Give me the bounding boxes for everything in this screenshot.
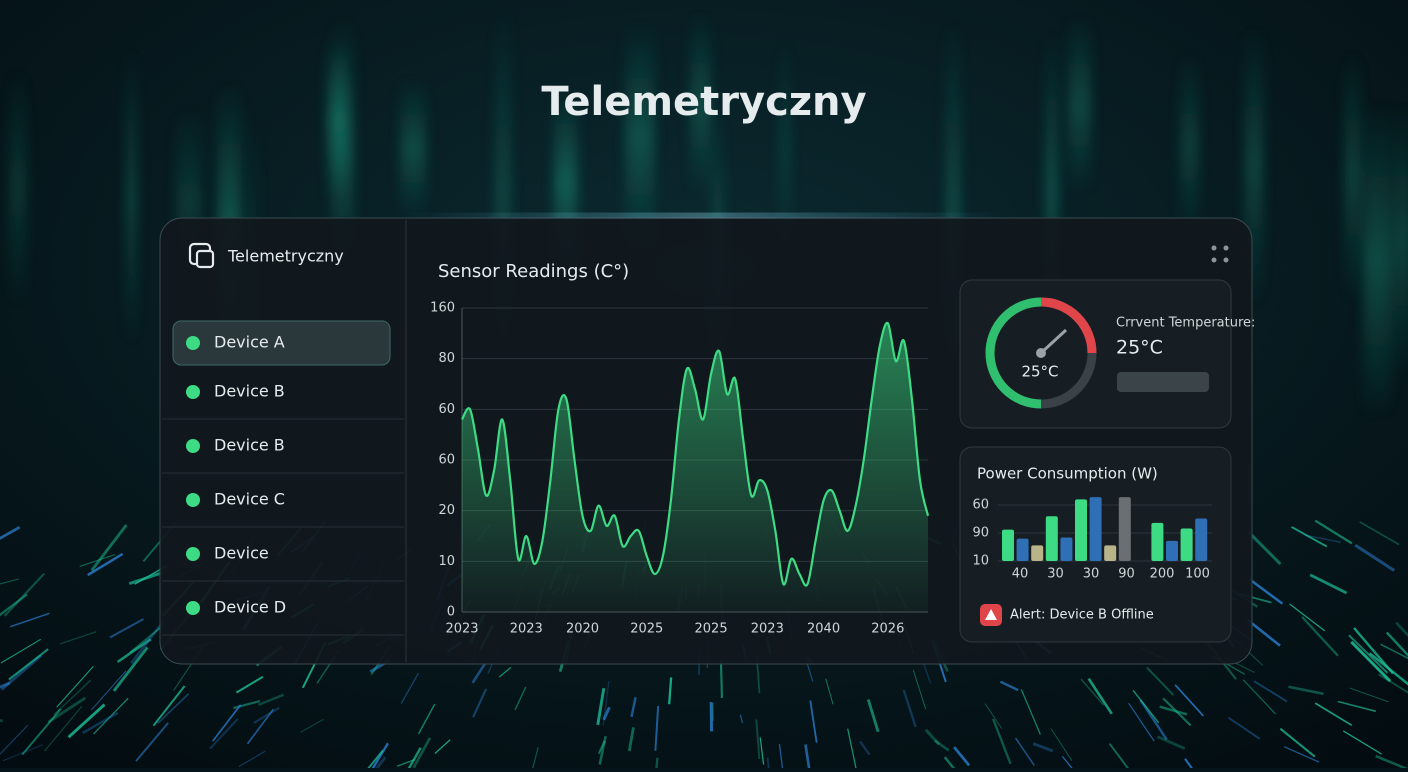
alert-text[interactable]: Alert: Device B Offline [1010, 608, 1154, 623]
device-name[interactable]: Device B [214, 436, 285, 455]
gauge-bar [1117, 372, 1209, 392]
glow-bar [1345, 53, 1360, 302]
device-status [186, 439, 200, 453]
glow-bar [400, 79, 425, 219]
bar [1002, 530, 1014, 561]
x-tick-label: 2025 [695, 622, 728, 637]
bar [1151, 523, 1163, 561]
bar [1104, 545, 1116, 561]
bar [1017, 539, 1029, 561]
x-tick-label: 2026 [871, 622, 904, 637]
x-tick-label: 30 [1083, 567, 1100, 582]
glow-bar [327, 40, 347, 200]
glow-bar [1363, 103, 1391, 417]
x-tick-label: 2025 [630, 622, 663, 637]
glow-bar [1395, 105, 1408, 378]
bar [1181, 529, 1193, 561]
bar [1046, 516, 1058, 561]
brand-name: Telemetryczny [227, 247, 344, 266]
x-tick-label: 2020 [566, 622, 599, 637]
bar [1166, 541, 1178, 561]
device-name[interactable]: Device A [214, 333, 285, 352]
x-tick-label: 40 [1012, 567, 1029, 582]
streak [713, 703, 714, 721]
x-tick-label: 100 [1185, 567, 1210, 582]
streak [721, 661, 722, 698]
panel-glow [400, 213, 1008, 218]
device-status [186, 493, 200, 507]
y-tick-label: 60 [972, 498, 989, 513]
device-name[interactable]: Device B [214, 382, 285, 401]
gauge-caption: Crrvent Temperature: [1116, 316, 1255, 331]
bar-chart-title: Power Consumption (W) [977, 465, 1158, 483]
x-tick-label: 30 [1047, 567, 1064, 582]
x-tick-label: 2023 [445, 622, 478, 637]
device-name[interactable]: Device D [214, 598, 286, 617]
glow-bar [1069, 16, 1091, 194]
x-tick-label: 2023 [751, 622, 784, 637]
y-tick-label: 10 [438, 554, 455, 569]
y-tick-label: 160 [430, 301, 455, 316]
x-tick-label: 2040 [807, 622, 840, 637]
page-title: Telemetryczny [541, 79, 866, 125]
y-tick-label: 60 [438, 402, 455, 417]
line-chart-title: Sensor Readings (C°) [438, 261, 629, 282]
x-tick-label: 200 [1150, 567, 1175, 582]
x-tick-label: 90 [1118, 567, 1135, 582]
y-tick-label: 80 [438, 351, 455, 366]
gauge-value: 25°C [1021, 363, 1058, 381]
glow-bar [1181, 53, 1199, 242]
device-status [186, 336, 200, 350]
device-name[interactable]: Device [214, 544, 269, 563]
bar [1075, 499, 1087, 561]
bar [1119, 497, 1131, 561]
bar [1031, 545, 1043, 561]
y-tick-label: 90 [972, 526, 989, 541]
y-tick-label: 0 [447, 605, 455, 620]
bar [1060, 537, 1072, 561]
device-status [186, 385, 200, 399]
gauge-reading: 25°C [1116, 337, 1163, 359]
device-status [186, 601, 200, 615]
bar [1195, 518, 1207, 561]
y-tick-label: 60 [438, 453, 455, 468]
glow-bar [10, 70, 26, 305]
bar [1090, 497, 1102, 561]
glow-bar [127, 49, 136, 346]
device-status [186, 547, 200, 561]
y-tick-label: 10 [972, 554, 989, 569]
device-name[interactable]: Device C [214, 490, 285, 509]
y-tick-label: 20 [438, 503, 455, 518]
x-tick-label: 2023 [510, 622, 543, 637]
